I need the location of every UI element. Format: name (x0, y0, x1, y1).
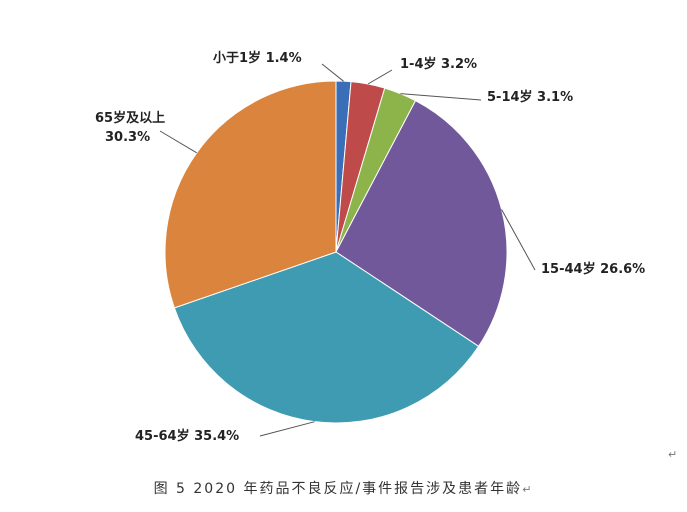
leader-line-5 (259, 421, 315, 437)
leader-lines (159, 63, 536, 437)
slice-label-6: 65岁及以上 30.3% (95, 110, 165, 145)
slice-label-4: 15-44岁 26.6% (541, 261, 645, 277)
slice-label-5: 45-64岁 35.4% (135, 428, 239, 444)
leader-line-6 (159, 130, 197, 154)
pie-slice-4 (335, 99, 508, 348)
caption-mark: ↵ (522, 483, 534, 496)
leader-line-3 (400, 93, 482, 101)
leader-line-1 (321, 63, 344, 82)
caption-text: 图 5 2020 年药品不良反应/事件报告涉及患者年龄 (153, 481, 523, 497)
slice-labels: 小于1岁 1.4% 1-4岁 3.2% 5-14岁 3.1% 15-44岁 26.6%… (95, 50, 645, 444)
figure-caption: 图 5 2020 年药品不良反应/事件报告涉及患者年龄↵ (0, 478, 687, 498)
slice-label-3: 5-14岁 3.1% (487, 89, 573, 105)
pie-slices (164, 80, 508, 424)
paragraph-mark: ↵ (668, 448, 678, 461)
slice-label-2: 1-4岁 3.2% (400, 56, 477, 72)
slice-label-1: 小于1岁 1.4% (213, 50, 302, 66)
pie-chart: 小于1岁 1.4% 1-4岁 3.2% 5-14岁 3.1% 15-44岁 26.6%… (95, 50, 645, 444)
leader-line-4 (501, 209, 536, 271)
pie-slice-6 (164, 80, 337, 309)
pie-slice-5 (173, 251, 480, 424)
leader-line-2 (367, 69, 393, 85)
